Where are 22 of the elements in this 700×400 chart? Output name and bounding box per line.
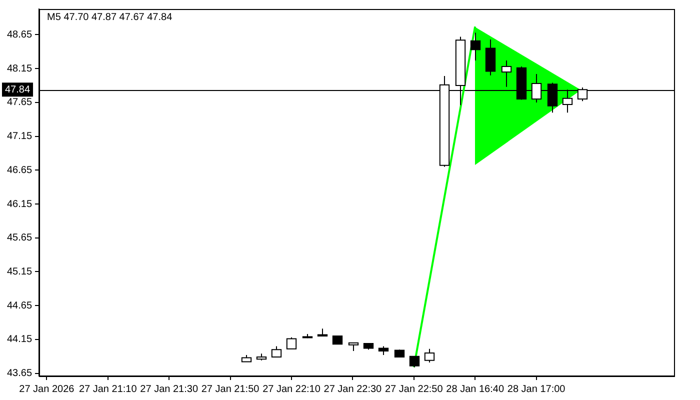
y-tick-label: 46.15: [6, 198, 32, 210]
y-tick-label: 43.65: [6, 368, 32, 380]
y-tick-label: 48.15: [6, 63, 32, 74]
y-tick-label: 44.65: [6, 300, 32, 312]
y-tick-label: 48.65: [6, 29, 32, 40]
y-tick-label: 45.15: [6, 266, 32, 278]
chart-title: M5 47.70 47.87 47.67 47.84: [47, 12, 173, 23]
y-tick-label: 47.15: [6, 131, 32, 142]
x-tick-label: 28 Jan 16:40: [446, 384, 504, 395]
x-tick-label: 27 Jan 21:50: [201, 384, 260, 395]
x-tick-label: 27 Jan 22:10: [262, 384, 321, 395]
x-tick-label: 27 Jan 21:30: [140, 384, 198, 395]
x-tick-label: 27 Jan 22:30: [324, 384, 382, 395]
x-tick-label: 27 Jan 21:10: [78, 384, 138, 395]
x-tick-label: 27 Jan 2026: [19, 384, 75, 395]
x-tick-label: 28 Jan 17:00: [507, 384, 566, 395]
ref-line-label: 47.84: [5, 84, 30, 96]
y-tick-label: 47.65: [6, 97, 32, 108]
y-tick-label: 44.15: [6, 334, 32, 346]
y-tick-label: 46.65: [6, 164, 32, 176]
x-tick-label: 27 Jan 22:50: [384, 384, 444, 395]
y-tick-label: 45.65: [6, 232, 32, 244]
